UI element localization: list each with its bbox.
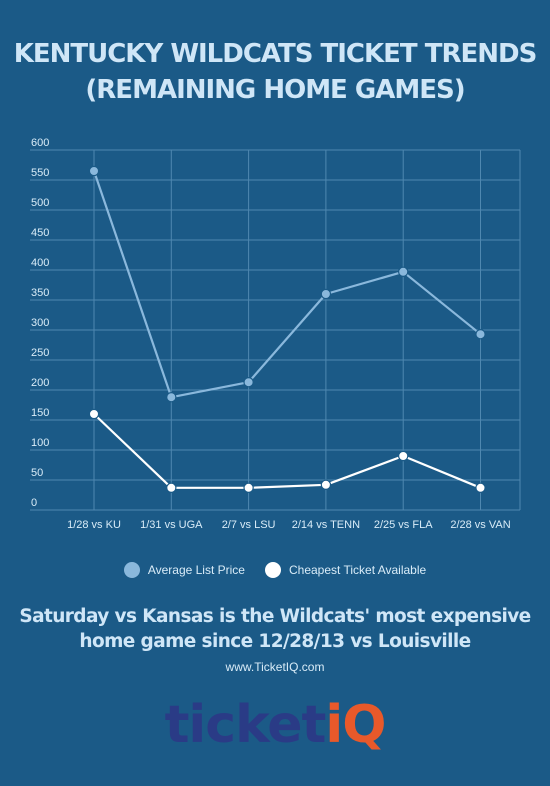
series-line-0 xyxy=(92,170,482,399)
y-tick-label: 0 xyxy=(31,497,37,509)
data-point xyxy=(320,479,332,490)
y-tick-label: 300 xyxy=(31,317,49,329)
legend: Average List Price Cheapest Ticket Avail… xyxy=(0,558,550,582)
logo-word: ticket xyxy=(164,695,327,755)
axis-labels: 0 50 100 150 200 250 300 350 400 450 500 550 600 1/28… xyxy=(31,137,511,530)
legend-label-cheapest: Cheapest Ticket Available xyxy=(288,563,427,577)
headline-line-2: home game since 12/28/13 vs Louisville xyxy=(79,631,471,652)
x-tick-label: 2/7 vs LSU xyxy=(222,519,276,530)
line-chart: 0 50 100 150 200 250 300 350 400 450 500 550 600 1/28… xyxy=(30,137,521,530)
data-point xyxy=(475,328,486,340)
y-tick-label: 250 xyxy=(31,347,49,359)
legend-label-average: Average List Price xyxy=(147,563,245,577)
x-tick-label: 2/25 vs FLA xyxy=(374,519,433,530)
chart-title-line-2: (REMAINING HOME GAMES) xyxy=(85,75,465,105)
chart-title: KENTUCKY WILDCATS TICKET TRENDS (REMAINI… xyxy=(0,36,550,108)
data-point xyxy=(243,376,254,388)
x-tick-label: 2/28 vs VAN xyxy=(450,519,510,530)
data-point xyxy=(88,408,100,420)
y-tick-label: 500 xyxy=(31,197,49,209)
data-point xyxy=(320,288,332,300)
logo-accent: iQ xyxy=(325,695,386,755)
data-point xyxy=(398,450,409,462)
headline: Saturday vs Kansas is the Wildcats' most… xyxy=(0,604,550,654)
y-tick-label: 200 xyxy=(31,377,49,389)
x-tick-label: 1/28 vs KU xyxy=(67,519,121,530)
x-tick-label: 1/31 vs UGA xyxy=(140,519,203,530)
x-tick-label: 2/14 vs TENN xyxy=(292,519,360,530)
y-tick-label: 600 xyxy=(31,137,49,149)
y-tick-label: 150 xyxy=(31,407,49,419)
legend-dot-average xyxy=(123,562,140,578)
y-tick-label: 550 xyxy=(31,167,49,179)
data-point xyxy=(88,165,100,177)
legend-item-average: Average List Price xyxy=(123,562,245,578)
series-layer xyxy=(88,165,486,493)
data-point xyxy=(475,482,486,493)
y-tick-label: 350 xyxy=(31,287,49,299)
series-line-1 xyxy=(93,413,481,489)
y-tick-label: 100 xyxy=(31,437,49,449)
data-point xyxy=(243,482,254,493)
grid-layer xyxy=(30,149,521,511)
data-point xyxy=(166,482,177,493)
chart-title-line-1: KENTUCKY WILDCATS TICKET TRENDS xyxy=(13,39,538,69)
data-point xyxy=(166,392,177,403)
data-point xyxy=(398,266,409,277)
headline-line-1: Saturday vs Kansas is the Wildcats' most… xyxy=(19,606,531,627)
y-tick-label: 400 xyxy=(31,257,49,269)
legend-dot-cheapest xyxy=(264,562,281,578)
ticketiq-logo: ticketiQ xyxy=(0,690,550,760)
y-tick-label: 50 xyxy=(31,467,43,479)
site-url[interactable]: www.TicketIQ.com xyxy=(225,660,325,674)
legend-item-cheapest: Cheapest Ticket Available xyxy=(264,562,427,578)
y-tick-label: 450 xyxy=(31,227,49,239)
